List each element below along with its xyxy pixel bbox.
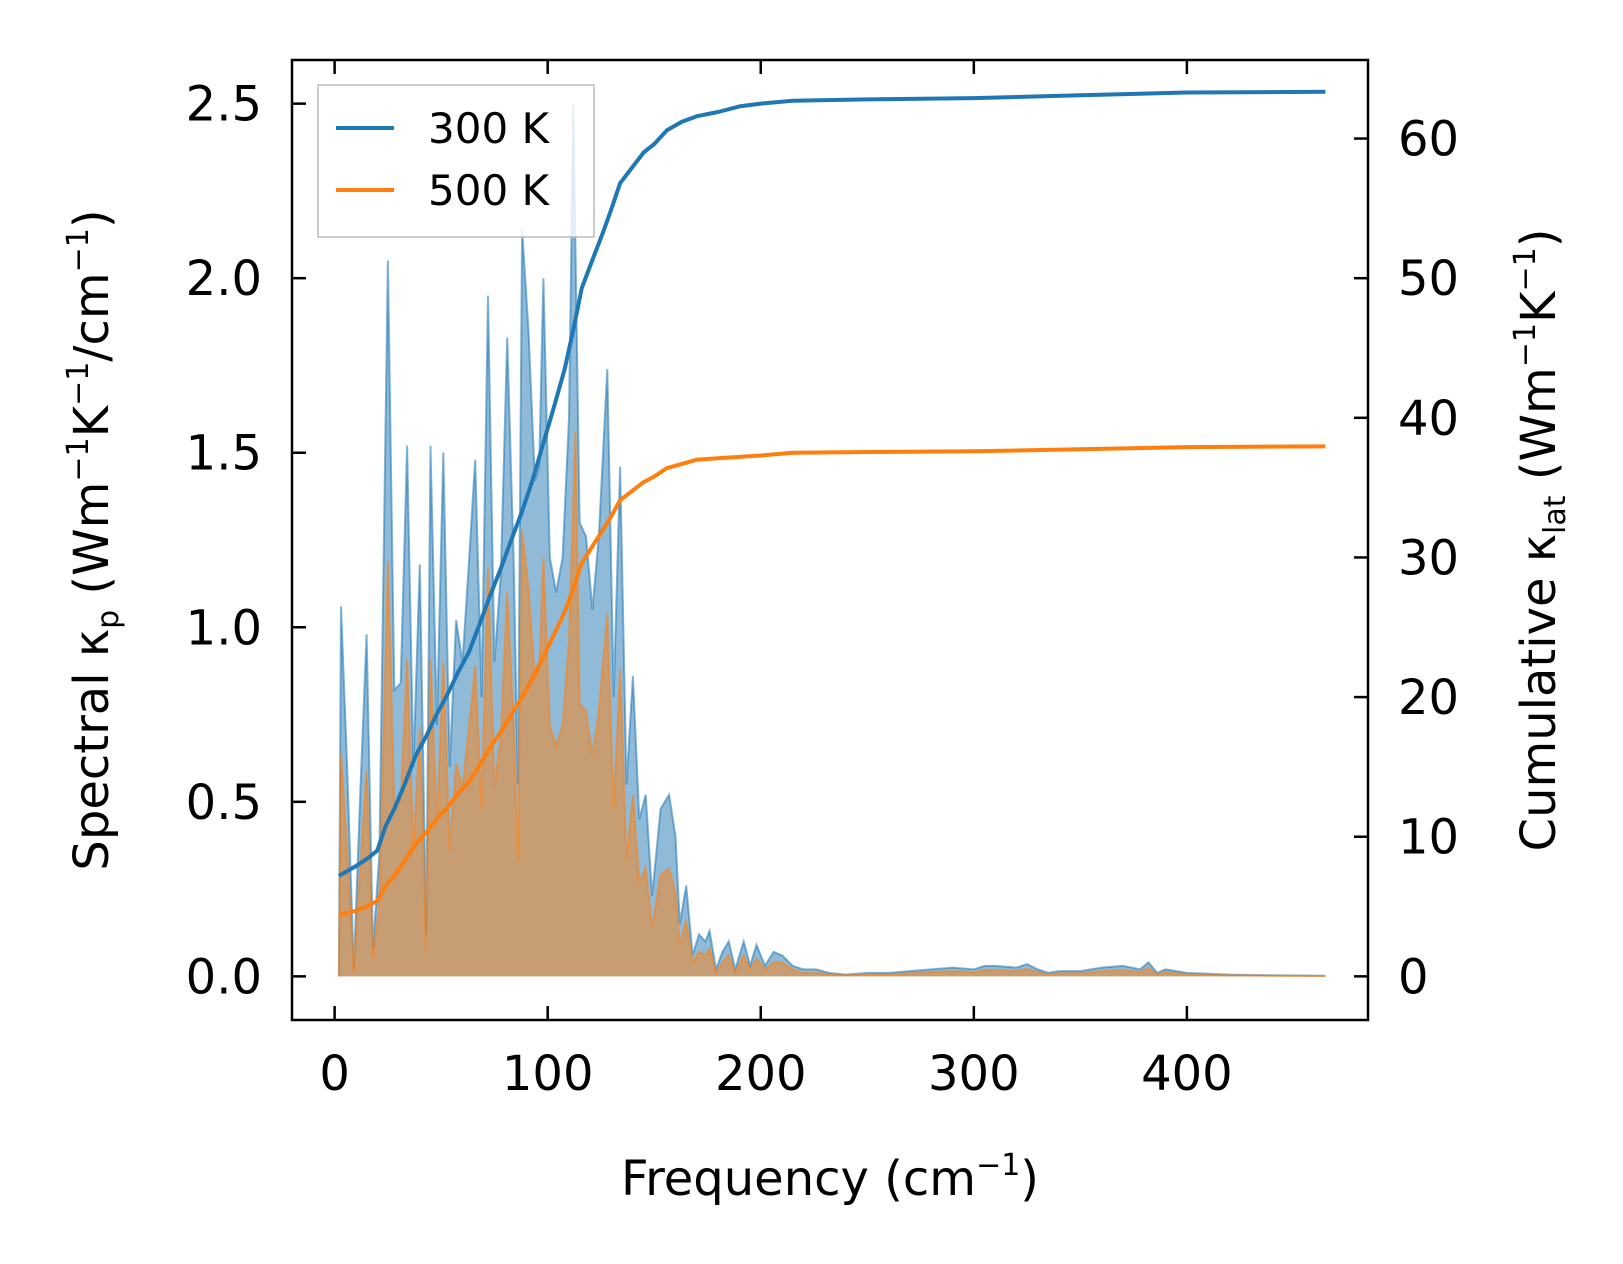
x-axis-label: Frequency (cm−1) [621, 1148, 1039, 1207]
y-right-tick-label: 50 [1398, 251, 1459, 307]
y-right-tick-label: 20 [1398, 670, 1459, 726]
x-tick-label: 100 [502, 1046, 594, 1102]
legend-label-300k: 300 K [428, 104, 551, 153]
y-left-tick-label: 2.0 [186, 251, 262, 307]
y-left-tick-label: 0.0 [186, 949, 262, 1005]
legend: 300 K 500 K [317, 84, 595, 238]
y-right-tick-label: 30 [1398, 530, 1459, 586]
y-right-tick-label: 40 [1398, 391, 1459, 447]
y-left-tick-label: 1.0 [186, 600, 262, 656]
legend-box [317, 84, 595, 238]
y-left-tick-label: 0.5 [186, 775, 262, 831]
y-axis-right-label: Cumulative κlat (Wm−1K−1) [1508, 229, 1573, 852]
spectral-fills [337, 103, 1326, 977]
legend-label-500k: 500 K [428, 166, 551, 215]
y-right-tick-label: 0 [1398, 949, 1429, 1005]
y-right-tick-label: 10 [1398, 810, 1459, 866]
y-left-tick-label: 2.5 [186, 77, 262, 133]
cumulative-lines [337, 89, 1326, 917]
cumulative-line-300k [337, 89, 1326, 878]
y-axis-left-label: Spectral κp (Wm−1K−1/cm−1) [61, 209, 126, 870]
x-tick-label: 0 [319, 1046, 350, 1102]
x-axis: 0 100 200 300 400 [319, 60, 1233, 1102]
spectral-line-300k [337, 103, 1326, 977]
spectral-line-500k [337, 431, 1326, 977]
y-axis-left: 0.0 0.5 1.0 1.5 2.0 2.5 [186, 77, 306, 1005]
x-tick-label: 300 [928, 1046, 1020, 1102]
y-axis-right: 0 10 20 30 40 50 60 [1354, 112, 1459, 1005]
x-tick-label: 200 [715, 1046, 807, 1102]
y-left-tick-label: 1.5 [186, 426, 262, 482]
plot-frame [290, 58, 1370, 1022]
cumulative-line-500k [338, 444, 1326, 917]
y-right-tick-label: 60 [1398, 112, 1459, 168]
spectral-fill-500k [338, 431, 1326, 977]
x-tick-label: 400 [1141, 1046, 1233, 1102]
